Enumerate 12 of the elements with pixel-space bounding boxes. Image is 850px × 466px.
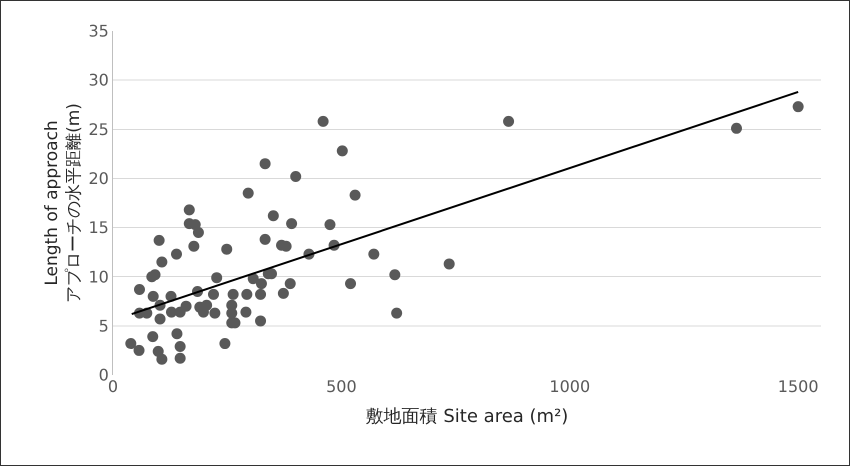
y-tick-label: 30: [88, 70, 109, 90]
x-tick-label: 1500: [778, 377, 819, 396]
y-axis-title: Length of approach アプローチの水平距離(m): [42, 103, 84, 303]
x-axis-title: 敷地面積 Site area (m²): [366, 406, 568, 428]
y-tick-label: 35: [88, 22, 109, 41]
x-tick-label: 500: [326, 377, 357, 396]
y-tick-label: 10: [88, 267, 109, 286]
y-tick-label: 20: [88, 169, 109, 188]
y-tick-label: 15: [88, 218, 109, 238]
x-tick-label: 1000: [549, 377, 590, 396]
y-tick-label: 25: [88, 120, 109, 139]
y-tick-label: 5: [98, 316, 109, 336]
